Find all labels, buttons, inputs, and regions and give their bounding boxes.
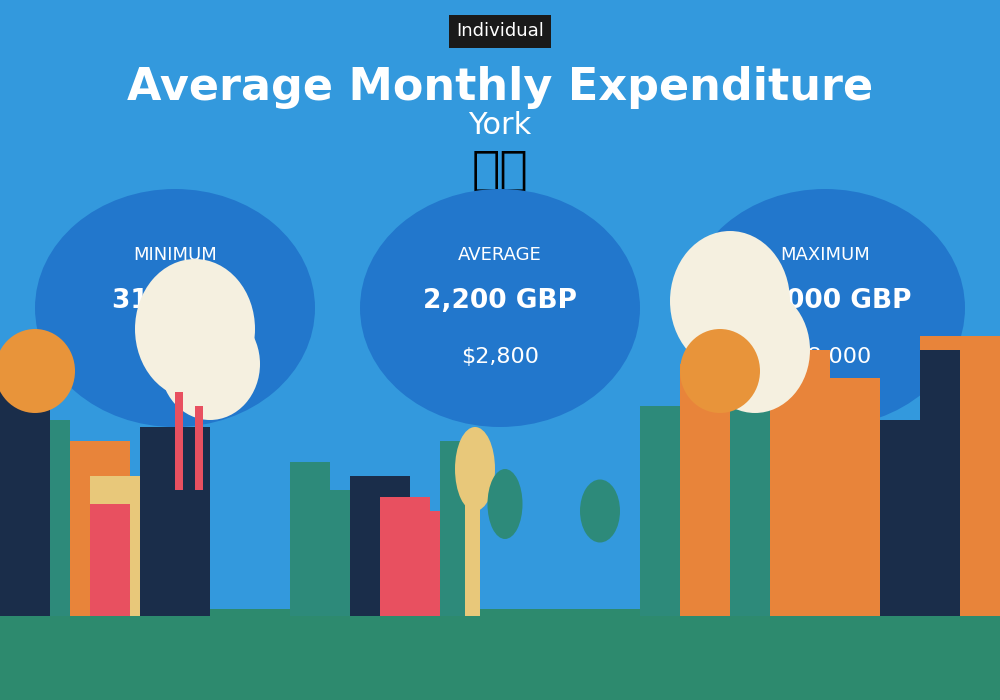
Ellipse shape [580, 480, 620, 542]
Bar [90, 476, 150, 616]
Bar [455, 476, 480, 616]
Ellipse shape [35, 189, 315, 427]
Text: 2,200 GBP: 2,200 GBP [423, 288, 577, 314]
Bar [30, 441, 130, 616]
Ellipse shape [488, 469, 522, 539]
Bar [680, 364, 730, 616]
Bar [290, 462, 330, 616]
Ellipse shape [135, 259, 255, 399]
Text: York: York [468, 111, 532, 141]
Bar [920, 350, 960, 616]
Text: MINIMUM: MINIMUM [133, 246, 217, 265]
Bar [350, 476, 410, 616]
Text: $390: $390 [147, 347, 203, 367]
Bar [440, 441, 465, 616]
Bar [730, 392, 770, 616]
Bar [50, 420, 70, 616]
Ellipse shape [0, 329, 75, 413]
Text: $2,800: $2,800 [461, 347, 539, 367]
Ellipse shape [685, 189, 965, 427]
Ellipse shape [360, 189, 640, 427]
Ellipse shape [700, 287, 810, 413]
Bar [90, 504, 130, 616]
Text: Individual: Individual [456, 22, 544, 41]
Bar [0, 385, 50, 616]
Text: $18,000: $18,000 [779, 347, 871, 367]
Bar [920, 336, 1000, 616]
Ellipse shape [670, 231, 790, 371]
Text: AVERAGE: AVERAGE [458, 246, 542, 265]
Bar [830, 378, 880, 616]
Text: 310 GBP: 310 GBP [112, 288, 238, 314]
Text: 🇬🇧: 🇬🇧 [472, 149, 528, 194]
Ellipse shape [160, 308, 260, 420]
Text: Average Monthly Expenditure: Average Monthly Expenditure [127, 66, 873, 109]
Ellipse shape [455, 427, 495, 511]
Bar [140, 427, 210, 616]
Bar [420, 511, 460, 616]
Bar [880, 420, 920, 616]
Text: MAXIMUM: MAXIMUM [780, 246, 870, 265]
Text: 15,000 GBP: 15,000 GBP [739, 288, 911, 314]
Bar [770, 350, 830, 616]
Bar [330, 490, 370, 616]
Ellipse shape [680, 329, 760, 413]
Bar [175, 392, 183, 490]
Bar [380, 497, 430, 616]
Bar [140, 490, 200, 616]
Bar [195, 406, 203, 490]
Bar [0, 609, 1000, 700]
Bar [640, 406, 680, 616]
